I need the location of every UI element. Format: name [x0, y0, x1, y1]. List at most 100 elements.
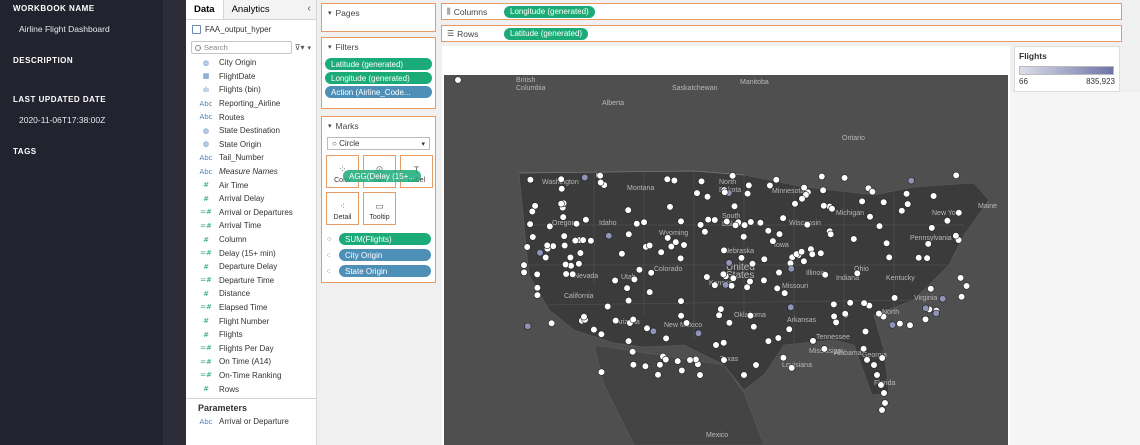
airport-marker: [703, 273, 711, 281]
map-label-line: Texas: [720, 356, 739, 363]
filter-latitude-pill[interactable]: Latitude (generated): [325, 58, 432, 70]
map-label-line: Alberta: [602, 100, 624, 107]
filter-longitude-pill[interactable]: Longitude (generated): [325, 72, 432, 84]
field-item[interactable]: ◍ City Origin: [186, 56, 316, 70]
mark-pill-state-origin[interactable]: State Origin: [339, 265, 431, 277]
map-label: Idaho: [599, 220, 617, 227]
airport-marker: [866, 213, 874, 221]
airport-marker: [629, 348, 637, 356]
airport-marker: [723, 217, 731, 226]
field-item[interactable]: Abc Reporting_Airline: [186, 97, 316, 111]
airport-marker: [596, 171, 604, 180]
field-item[interactable]: ▦ FlightDate: [186, 70, 316, 84]
menu-icon[interactable]: ▾: [307, 44, 311, 52]
field-item[interactable]: Abc Measure Names: [186, 165, 316, 179]
airport-marker: [741, 221, 749, 229]
field-item[interactable]: # Departure Delay: [186, 260, 316, 274]
last-updated-value: 2020-11-06T17:38:00Z: [19, 115, 106, 125]
color-label: Color: [334, 177, 351, 184]
map-label-line: States: [726, 270, 754, 281]
chevron-down-icon[interactable]: ▾: [328, 123, 332, 130]
parameter-item[interactable]: Abc Arrival or Departure: [186, 415, 316, 429]
field-label: Flight Number: [219, 316, 270, 326]
airport-marker: [878, 354, 886, 362]
field-item[interactable]: =# Arrival Time: [186, 219, 316, 233]
field-item[interactable]: # Column: [186, 233, 316, 247]
chevron-down-icon[interactable]: ▾: [328, 44, 332, 51]
map-label-line: Florida: [874, 380, 896, 387]
globe-icon: ◍: [202, 58, 210, 67]
field-item[interactable]: =# On Time (A14): [186, 355, 316, 369]
field-item[interactable]: =# On-Time Ranking: [186, 369, 316, 383]
airport-marker: [820, 202, 828, 210]
airport-marker: [559, 213, 567, 221]
airport-marker: [841, 310, 849, 318]
abc-icon: Abc: [199, 153, 213, 162]
field-item[interactable]: # Distance: [186, 287, 316, 301]
airport-marker: [719, 270, 728, 278]
field-label: Reporting_Airline: [219, 99, 281, 109]
map-label: Nevada: [574, 273, 598, 280]
map-view[interactable]: British Columbia Alberta Saskatchewan Manito…: [444, 75, 1008, 445]
tooltip-button[interactable]: ▭ Tooltip: [363, 192, 396, 225]
rows-pill[interactable]: Latitude (generated): [504, 27, 589, 40]
columns-shelf[interactable]: ⫼ Columns Longitude (generated): [441, 3, 1122, 20]
mark-pill-city-origin[interactable]: City Origin: [339, 249, 431, 261]
datasource-icon: [192, 24, 201, 34]
field-item[interactable]: Abc Tail_Number: [186, 151, 316, 165]
airport-marker: [533, 270, 541, 278]
field-item[interactable]: # Flight Number: [186, 314, 316, 328]
mark-type-select[interactable]: ○ Circle ▾: [327, 137, 430, 150]
field-item[interactable]: Abc Routes: [186, 110, 316, 124]
field-item[interactable]: =# Departure Time: [186, 274, 316, 288]
columns-pill[interactable]: Longitude (generated): [504, 5, 595, 18]
airport-marker: [711, 216, 719, 224]
chevron-left-icon[interactable]: ‹: [302, 0, 316, 19]
dragged-pill[interactable]: AGG(Delay (15+...: [343, 170, 421, 182]
calc-icon: =#: [200, 344, 212, 353]
tab-data[interactable]: Data: [186, 0, 224, 19]
airport-marker: [704, 216, 712, 224]
filter-icon[interactable]: ⊽▾: [294, 43, 305, 52]
pages-card[interactable]: ▾ Pages: [321, 3, 436, 32]
airport-marker: [745, 181, 753, 189]
chevron-down-icon[interactable]: ▾: [328, 10, 332, 17]
detail-label: Detail: [333, 214, 352, 221]
detail-button[interactable]: ⁖ Detail: [326, 192, 359, 225]
map-label: Alberta: [602, 100, 624, 107]
airport-marker: [921, 315, 930, 323]
field-item[interactable]: ◍ State Destination: [186, 124, 316, 138]
field-item[interactable]: ılı Flights (bin): [186, 83, 316, 97]
field-item[interactable]: # Air Time: [186, 178, 316, 192]
chevron-down-icon: ▾: [421, 140, 425, 148]
field-item[interactable]: =# Elapsed Time: [186, 301, 316, 315]
field-item[interactable]: =# Flights Per Day: [186, 341, 316, 355]
map-canvas[interactable]: British Columbia Alberta Saskatchewan Manito…: [444, 75, 1008, 445]
search-input[interactable]: Search: [191, 41, 292, 54]
airport-marker: [828, 205, 836, 213]
field-item[interactable]: # Flights: [186, 328, 316, 342]
map-label: Wyoming: [659, 230, 688, 237]
airport-marker: [750, 323, 758, 331]
airport-marker: [803, 221, 811, 229]
tab-analytics[interactable]: Analytics: [223, 0, 302, 19]
airport-marker: [692, 355, 700, 364]
airport-marker: [605, 232, 613, 240]
filters-card[interactable]: ▾ Filters Latitude (generated) Longitude…: [321, 37, 436, 109]
datasource[interactable]: FAA_output_hyper: [186, 20, 316, 38]
filter-action-pill[interactable]: Action (Airline_Code...: [325, 86, 432, 98]
field-item[interactable]: =# Arrival or Departures: [186, 206, 316, 220]
airport-marker: [557, 200, 565, 208]
mark-pill-sum-flights[interactable]: SUM(Flights): [339, 233, 431, 245]
map-label: Illinois: [806, 270, 826, 277]
field-item[interactable]: # Rows: [186, 382, 316, 396]
rows-shelf[interactable]: ☰ Rows Latitude (generated): [441, 25, 1122, 42]
map-label: Maine: [978, 203, 997, 210]
airport-marker: [785, 325, 793, 333]
field-item[interactable]: =# Delay (15+ min): [186, 246, 316, 260]
airport-marker: [955, 209, 963, 217]
airport-marker: [923, 254, 931, 262]
map-label-line: California: [564, 293, 594, 300]
field-item[interactable]: # Arrival Delay: [186, 192, 316, 206]
field-item[interactable]: ◍ State Origin: [186, 138, 316, 152]
